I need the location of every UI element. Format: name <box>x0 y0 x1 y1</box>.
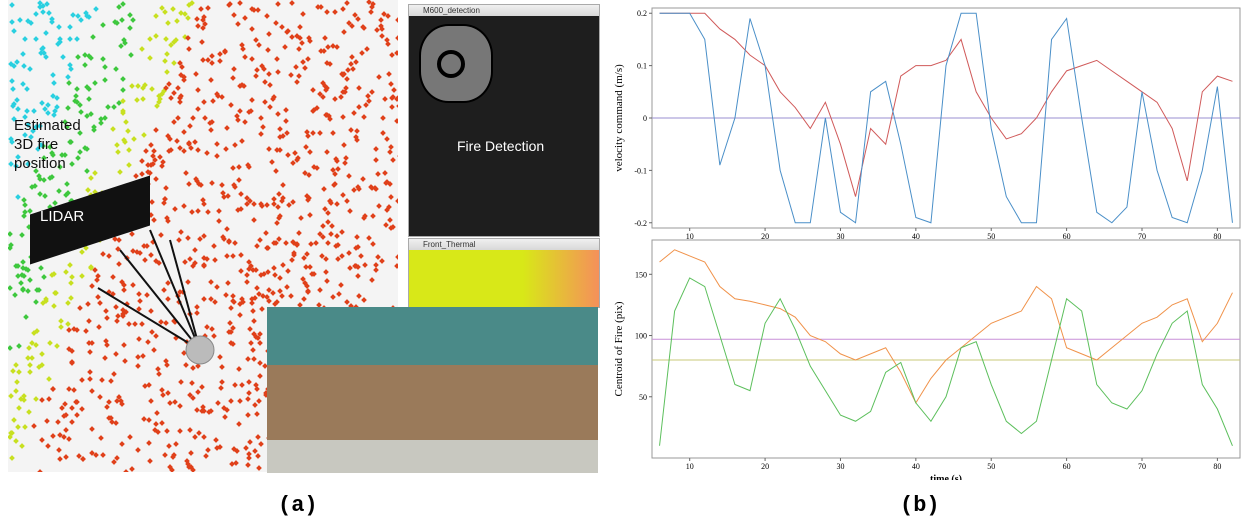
caption: (a) <box>278 493 318 518</box>
charts: -0.2 -0.1 0 0.1 0.2 10 20 30 40 50 60 70 80 velocity … <box>600 0 1252 480</box>
detection-window: M600_detection Fire Detection <box>408 4 600 237</box>
drone-photo <box>267 307 598 473</box>
y-tick-label: 150 <box>635 270 647 279</box>
thermal-window: Front_Thermal <box>408 238 600 308</box>
y-tick-label: 0.2 <box>637 9 647 18</box>
x-tick-label: 80 <box>1213 462 1221 471</box>
y-axis-label: velocity command (m/s) <box>613 64 625 172</box>
y-tick-label: 100 <box>635 332 647 341</box>
x-tick-label: 10 <box>686 462 694 471</box>
y-tick-label: -0.2 <box>634 219 647 228</box>
x-tick-label: 20 <box>761 462 769 471</box>
y-tick-label: -0.1 <box>634 166 647 175</box>
plot-area <box>652 240 1240 458</box>
window-title: M600_detection <box>409 5 599 16</box>
y-tick-label: 0.1 <box>637 62 647 71</box>
x-tick-label: 60 <box>1063 462 1071 471</box>
y-tick-label: 0 <box>643 114 647 123</box>
window-title: Front_Thermal <box>409 239 599 250</box>
x-axis-label: time (s) <box>930 474 962 480</box>
x-tick-label: 40 <box>912 462 920 471</box>
detection-label: Fire Detection <box>457 138 544 154</box>
caption: (b) <box>900 493 940 518</box>
y-axis-label: Centroid of Fire (pix) <box>613 301 625 396</box>
y-tick-label: 50 <box>639 393 647 402</box>
x-tick-label: 30 <box>836 462 844 471</box>
x-tick-label: 50 <box>987 462 995 471</box>
x-tick-label: 70 <box>1138 462 1146 471</box>
page: {"panel_a": {"annotation": "Estimated 3D… <box>0 0 1252 521</box>
